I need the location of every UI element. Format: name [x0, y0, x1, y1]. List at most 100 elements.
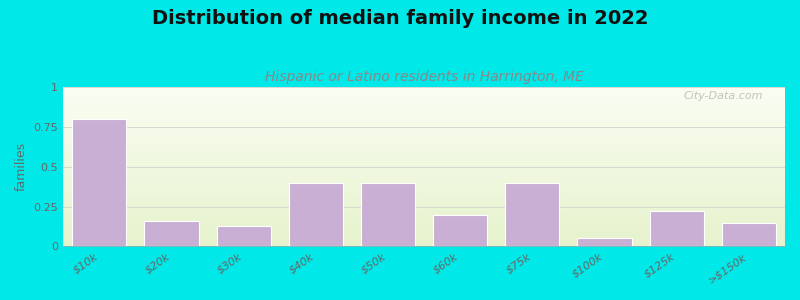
Bar — [63, 156, 785, 157]
Bar — [63, 115, 785, 116]
Bar — [63, 229, 785, 230]
Bar — [72, 118, 126, 247]
Bar — [63, 215, 785, 216]
Bar — [63, 128, 785, 129]
Bar — [63, 101, 785, 102]
Bar — [63, 107, 785, 108]
Bar — [63, 210, 785, 211]
Bar — [63, 137, 785, 138]
Bar — [63, 147, 785, 148]
Bar — [63, 111, 785, 112]
Bar — [63, 167, 785, 168]
Bar — [63, 224, 785, 225]
Bar — [63, 129, 785, 130]
Bar — [63, 126, 785, 127]
Bar — [63, 144, 785, 145]
Bar — [63, 225, 785, 226]
Bar — [63, 179, 785, 180]
Bar — [63, 181, 785, 182]
Bar — [63, 202, 785, 203]
Bar — [63, 148, 785, 149]
Bar — [63, 166, 785, 167]
Bar — [63, 206, 785, 207]
Bar — [63, 202, 785, 203]
Bar — [63, 169, 785, 170]
Bar — [63, 165, 785, 166]
Bar — [63, 87, 785, 88]
Bar — [63, 182, 785, 183]
Bar — [63, 106, 785, 107]
Bar — [63, 230, 785, 231]
Bar — [63, 153, 785, 154]
Bar — [63, 191, 785, 192]
Bar — [578, 238, 632, 247]
Bar — [144, 221, 198, 247]
Bar — [63, 157, 785, 158]
Bar — [217, 226, 270, 247]
Bar — [63, 116, 785, 117]
Bar — [63, 89, 785, 90]
Bar — [506, 182, 559, 247]
Bar — [63, 190, 785, 191]
Bar — [63, 92, 785, 93]
Bar — [63, 216, 785, 217]
Bar — [63, 234, 785, 235]
Bar — [650, 211, 704, 247]
Bar — [63, 197, 785, 198]
Bar — [63, 240, 785, 241]
Bar — [63, 218, 785, 219]
Bar — [63, 132, 785, 133]
Bar — [63, 113, 785, 114]
Bar — [63, 175, 785, 176]
Bar — [63, 238, 785, 239]
Bar — [63, 235, 785, 236]
Bar — [63, 118, 785, 119]
Bar — [63, 189, 785, 190]
Bar — [63, 246, 785, 247]
Text: Distribution of median family income in 2022: Distribution of median family income in … — [152, 9, 648, 28]
Bar — [63, 214, 785, 215]
Bar — [433, 214, 487, 247]
Bar — [63, 221, 785, 222]
Bar — [63, 142, 785, 143]
Bar — [63, 121, 785, 122]
Bar — [63, 211, 785, 212]
Bar — [63, 219, 785, 220]
Bar — [63, 160, 785, 161]
Bar — [63, 112, 785, 113]
Bar — [63, 242, 785, 243]
Bar — [63, 173, 785, 174]
Bar — [63, 170, 785, 171]
Bar — [63, 200, 785, 201]
Bar — [63, 232, 785, 233]
Bar — [63, 109, 785, 110]
Bar — [63, 174, 785, 175]
Bar — [63, 103, 785, 104]
Bar — [63, 88, 785, 89]
Bar — [63, 231, 785, 232]
Bar — [63, 220, 785, 221]
Bar — [63, 163, 785, 164]
Bar — [63, 183, 785, 184]
Bar — [63, 158, 785, 159]
Bar — [63, 188, 785, 189]
Bar — [63, 93, 785, 94]
Bar — [63, 172, 785, 173]
Bar — [63, 127, 785, 128]
Bar — [63, 238, 785, 239]
Bar — [63, 102, 785, 103]
Bar — [63, 138, 785, 139]
Bar — [63, 194, 785, 195]
Bar — [63, 222, 785, 223]
Bar — [63, 184, 785, 185]
Bar — [63, 143, 785, 144]
Bar — [63, 105, 785, 106]
Bar — [63, 159, 785, 160]
Bar — [63, 131, 785, 132]
Bar — [63, 130, 785, 131]
Bar — [63, 94, 785, 95]
Bar — [63, 99, 785, 100]
Bar — [63, 205, 785, 206]
Bar — [722, 223, 776, 247]
Bar — [63, 192, 785, 193]
